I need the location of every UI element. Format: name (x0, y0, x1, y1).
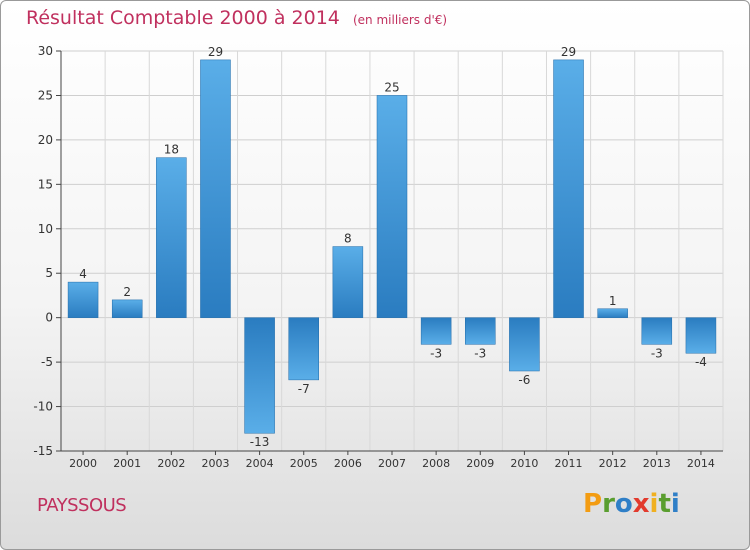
logo-letter: o (614, 489, 633, 519)
logo-letter: t (658, 489, 671, 519)
bar-2011 (553, 59, 584, 318)
value-label: -3 (430, 346, 442, 360)
logo-letter: x (632, 489, 650, 519)
value-label: -4 (695, 355, 707, 369)
y-tick-label: 5 (45, 266, 53, 280)
x-tick-label: 2001 (113, 457, 141, 470)
bar-2013 (641, 317, 673, 345)
bar-2003 (200, 59, 231, 318)
y-tick-label: -10 (33, 400, 53, 414)
chart-title: Résultat Comptable 2000 à 2014 (26, 7, 340, 29)
bar-layer (67, 59, 717, 434)
bar-2010 (509, 317, 540, 372)
x-tick-label: 2000 (69, 457, 97, 470)
y-tick-label: 25 (38, 88, 53, 102)
logo-letter: i (670, 489, 680, 519)
value-label: 29 (208, 45, 223, 59)
bar-2002 (156, 157, 187, 318)
y-tick-label: 0 (45, 311, 53, 325)
commune-name: PAYSSOUS (37, 495, 127, 516)
chart-title-block: Résultat Comptable 2000 à 2014 (en milli… (26, 7, 447, 29)
x-tick-label: 2010 (510, 457, 538, 470)
value-label: 18 (164, 143, 179, 157)
y-tick-label: 30 (38, 44, 53, 58)
proxiti-logo[interactable]: Proxiti (583, 489, 680, 519)
x-tick-label: 2002 (157, 457, 185, 470)
bar-2012 (597, 308, 628, 318)
value-label: 25 (384, 80, 399, 94)
axis-layer: 30 25 20 15 10 5 0 -5 -10 -15 2000 2001 2002 2003 2004… (33, 44, 723, 470)
bar-2014 (685, 317, 717, 354)
value-label: -3 (474, 346, 486, 360)
x-tick-label: 2013 (643, 457, 671, 470)
x-tick-label: 2006 (334, 457, 362, 470)
value-label: 1 (609, 294, 617, 308)
value-label: -13 (250, 435, 270, 449)
bar-2005 (288, 317, 319, 381)
value-label: 29 (561, 45, 576, 59)
y-tick-label: -15 (33, 444, 53, 458)
x-tick-label: 2012 (599, 457, 627, 470)
chart-unit: (en milliers d'€) (352, 13, 448, 27)
logo-letter: r (602, 489, 615, 519)
logo-letter: P (583, 489, 603, 519)
x-tick-label: 2011 (555, 457, 583, 470)
y-tick-label: 10 (38, 222, 53, 236)
bar-2009 (465, 317, 496, 345)
x-tick-label: 2003 (201, 457, 229, 470)
x-tick-label: 2009 (466, 457, 494, 470)
value-label: 2 (123, 285, 131, 299)
x-tick-label: 2008 (422, 457, 450, 470)
y-tick-label: -5 (41, 355, 53, 369)
bar-2000 (67, 281, 99, 318)
value-label: -7 (298, 382, 310, 396)
bar-2008 (420, 317, 452, 345)
x-tick-label: 2007 (378, 457, 406, 470)
label-layer: 4 2 18 29 -13 -7 8 25 -3 -3 -6 29 1 -3 -4 (79, 45, 707, 449)
logo-letter: i (649, 489, 659, 519)
x-tick-label: 2005 (290, 457, 318, 470)
y-tick-label: 20 (38, 133, 53, 147)
value-label: -6 (518, 373, 530, 387)
bar-2001 (111, 299, 143, 318)
value-label: 4 (79, 267, 87, 281)
bar-2007 (376, 95, 408, 318)
x-tick-label: 2014 (687, 457, 715, 470)
y-tick-label: 15 (38, 177, 53, 191)
bar-2006 (332, 246, 364, 318)
value-label: -3 (651, 346, 663, 360)
value-label: 8 (344, 232, 352, 246)
bar-2004 (244, 317, 275, 434)
x-tick-label: 2004 (246, 457, 274, 470)
